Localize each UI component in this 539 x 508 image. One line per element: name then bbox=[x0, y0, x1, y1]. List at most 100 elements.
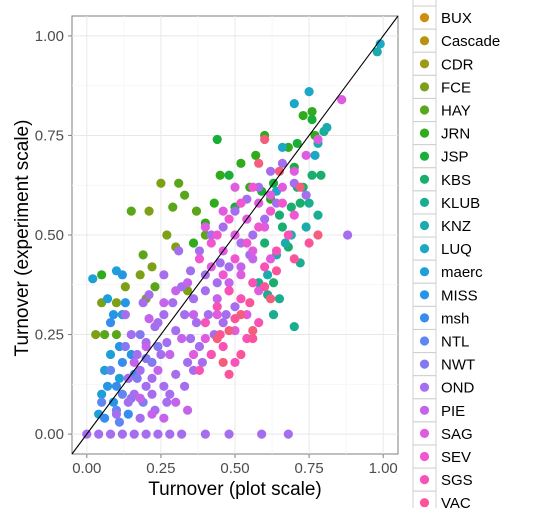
data-point bbox=[230, 254, 240, 264]
data-point bbox=[224, 278, 234, 288]
legend-marker bbox=[419, 313, 430, 323]
data-point bbox=[114, 373, 125, 383]
data-point bbox=[289, 210, 299, 220]
data-point bbox=[153, 341, 163, 352]
legend-label: OND bbox=[441, 380, 475, 397]
data-point bbox=[271, 266, 282, 276]
data-point bbox=[224, 429, 234, 439]
data-point bbox=[313, 210, 323, 220]
data-point bbox=[245, 298, 255, 308]
data-point bbox=[212, 294, 222, 304]
legend-marker bbox=[419, 428, 430, 438]
y-axis-title: Turnover (experiment scale) bbox=[12, 120, 33, 357]
legend-marker bbox=[419, 475, 430, 485]
data-point bbox=[209, 198, 219, 208]
data-point bbox=[188, 238, 199, 248]
data-point bbox=[295, 198, 305, 208]
data-point bbox=[165, 389, 175, 399]
legend-label: JRN bbox=[441, 126, 470, 143]
legend-marker bbox=[419, 128, 430, 138]
legend-label: Cascade bbox=[441, 33, 500, 50]
data-point bbox=[159, 298, 169, 308]
data-point bbox=[248, 333, 258, 344]
data-point bbox=[156, 178, 166, 188]
data-point bbox=[248, 278, 258, 288]
data-point bbox=[100, 413, 110, 423]
data-point bbox=[185, 333, 196, 344]
data-point bbox=[132, 349, 142, 360]
data-point bbox=[236, 158, 246, 168]
x-tick-label: 1.00 bbox=[369, 460, 398, 477]
data-point bbox=[141, 341, 151, 352]
data-point bbox=[301, 150, 311, 160]
legend-marker bbox=[419, 382, 430, 392]
data-point bbox=[153, 365, 163, 375]
data-point bbox=[162, 337, 172, 348]
data-point bbox=[298, 110, 308, 121]
data-point bbox=[111, 298, 122, 308]
legend-marker bbox=[419, 290, 430, 300]
legend-label: PIE bbox=[441, 403, 465, 420]
x-tick-label: 0.50 bbox=[220, 460, 249, 477]
data-point bbox=[200, 333, 210, 344]
data-point bbox=[277, 198, 288, 208]
data-point bbox=[307, 106, 317, 117]
data-point bbox=[260, 262, 270, 272]
data-point bbox=[182, 278, 193, 288]
data-point bbox=[248, 230, 258, 240]
y-tick-label: 0.25 bbox=[35, 327, 64, 344]
data-point bbox=[165, 429, 175, 439]
legend-label: maerc bbox=[441, 264, 483, 281]
data-point bbox=[194, 341, 205, 352]
data-point bbox=[257, 429, 267, 439]
legend-marker bbox=[419, 359, 430, 369]
legend-marker bbox=[419, 59, 430, 69]
legend: BNZ BUX Cascade CDR FCE HAY JRN JSP KBS KLUB KNZ LU… bbox=[412, 0, 500, 508]
data-point bbox=[141, 381, 151, 391]
data-point bbox=[135, 393, 145, 403]
data-point bbox=[126, 206, 136, 216]
data-point bbox=[254, 318, 264, 328]
data-point bbox=[120, 282, 130, 292]
data-point bbox=[105, 349, 116, 360]
data-point bbox=[165, 349, 175, 360]
data-point bbox=[91, 329, 101, 340]
data-point bbox=[251, 150, 261, 160]
data-point bbox=[105, 429, 116, 439]
data-point bbox=[88, 274, 98, 284]
data-point bbox=[150, 282, 160, 292]
data-point bbox=[200, 286, 210, 296]
data-point bbox=[94, 429, 104, 439]
data-point bbox=[230, 182, 240, 192]
data-point bbox=[260, 282, 270, 292]
legend-label: KBS bbox=[441, 172, 471, 189]
data-point bbox=[135, 329, 145, 340]
data-point bbox=[236, 349, 246, 360]
data-point bbox=[159, 310, 169, 320]
data-point bbox=[265, 254, 276, 264]
data-point bbox=[171, 286, 181, 296]
data-point bbox=[174, 178, 184, 188]
legend-label: msh bbox=[441, 310, 469, 327]
data-point bbox=[126, 329, 136, 340]
x-axis-ticks: 0.00 0.25 0.50 0.75 1.00 bbox=[72, 454, 398, 477]
data-point bbox=[111, 409, 122, 419]
data-point bbox=[268, 310, 279, 320]
x-tick-label: 0.25 bbox=[146, 460, 175, 477]
x-axis-title: Turnover (plot scale) bbox=[148, 479, 322, 500]
data-point bbox=[114, 417, 125, 427]
data-point bbox=[188, 349, 199, 360]
data-point bbox=[212, 310, 222, 320]
legend-label: SEV bbox=[441, 449, 471, 466]
data-point bbox=[120, 341, 130, 352]
legend-key bbox=[412, 0, 437, 7]
y-tick-label: 0.50 bbox=[35, 227, 64, 244]
data-point bbox=[135, 365, 145, 375]
legend-label: JSP bbox=[441, 149, 469, 166]
data-point bbox=[180, 190, 190, 200]
data-point bbox=[117, 270, 127, 280]
data-point bbox=[283, 230, 293, 240]
legend-marker bbox=[419, 405, 430, 415]
data-point bbox=[108, 397, 119, 407]
